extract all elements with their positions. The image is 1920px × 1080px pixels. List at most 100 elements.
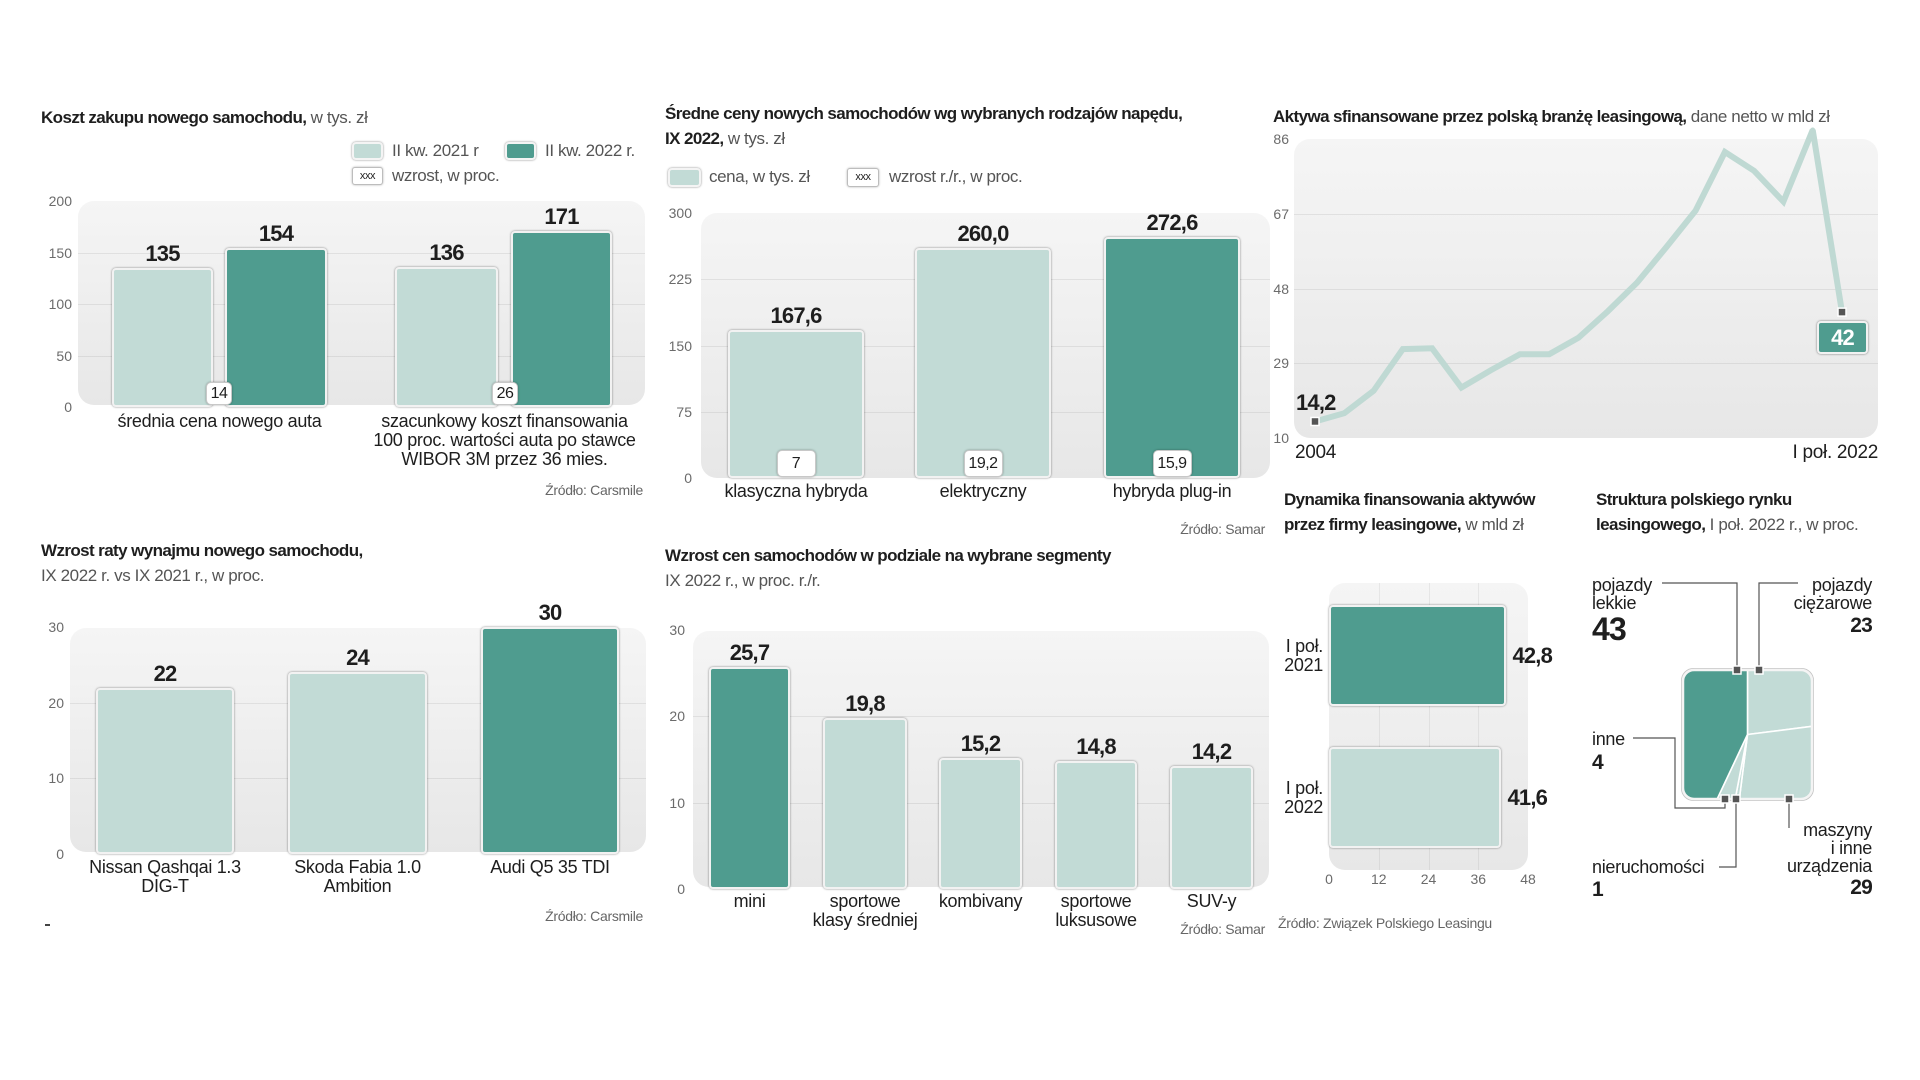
pie-border — [1681, 668, 1814, 801]
bar-value-label: 136 — [429, 239, 464, 265]
x-tick-label: 2004 — [1295, 442, 1337, 463]
legend-swatch-2021 — [352, 142, 383, 160]
y-tick-label: 0 — [64, 399, 72, 415]
category-label-line: 100 proc. wartości auta po stawce — [373, 430, 636, 450]
category-label-line: średnia cena nowego auta — [117, 411, 322, 431]
category-label: średnia cena nowego auta — [60, 412, 380, 431]
bar — [1329, 605, 1507, 706]
chart-title-bold: leasingowego, — [1596, 515, 1706, 534]
growth-badge: 19,2 — [963, 450, 1003, 477]
x-tick-label: 0 — [1325, 871, 1333, 887]
y-tick-label: 30 — [48, 619, 64, 635]
category-label: I poł. 2022 — [1223, 777, 1324, 817]
y-tick-label: 225 — [668, 271, 692, 288]
bar — [939, 757, 1022, 889]
chart-title-line2: leasingowego, I poł. 2022 r., w proc. — [1596, 514, 1859, 536]
y-tick-label: 67 — [1273, 205, 1289, 222]
segment-label-line: ciężarowe — [1793, 593, 1873, 613]
chart-title-line1: Średne ceny nowych samochodów wg wybrany… — [665, 104, 1183, 123]
bar — [1055, 761, 1137, 889]
bar-value-label: 22 — [153, 660, 178, 686]
gridline — [1294, 363, 1878, 364]
gridline — [78, 356, 645, 357]
segment-label-line: urządzenia — [1786, 856, 1872, 876]
data-point — [1517, 351, 1523, 357]
bar-value-label: 24 — [346, 645, 370, 671]
segment-value: 29 — [1850, 876, 1873, 899]
bar — [112, 267, 213, 407]
y-tick-label: 86 — [1273, 131, 1289, 147]
gridline — [1294, 289, 1878, 290]
gridline — [78, 304, 645, 305]
bar-value-label: 171 — [544, 203, 579, 229]
data-point — [1634, 280, 1640, 286]
category-label-line: kombivany — [938, 891, 1023, 911]
segment-label: inne — [1592, 730, 1625, 748]
point-marker — [1837, 307, 1847, 317]
segment-label: nieruchomości — [1592, 858, 1704, 876]
pie-slice — [1746, 670, 1812, 736]
legend-swatch-2022 — [505, 142, 536, 160]
growth-badge: 15,9 — [1152, 450, 1192, 477]
data-point — [1341, 410, 1347, 416]
category-label-line: sportowe — [829, 891, 901, 911]
legend-growth-sample: xxx — [847, 168, 879, 187]
chart-subtitle: IX 2022 r., w proc. r./r. — [665, 571, 821, 590]
y-tick-label: 30 — [669, 622, 685, 638]
category-label-line: WIBOR 3M przez 36 mies. — [401, 449, 608, 469]
category-label: Nissan Qashqai 1.3 DIG-T — [5, 858, 325, 896]
bar — [1104, 237, 1240, 478]
bar — [225, 248, 327, 407]
legend-growth-sample: xxx — [352, 167, 383, 185]
category-label-line: Audi Q5 35 TDI — [490, 857, 610, 877]
y-tick-label: 0 — [677, 881, 685, 897]
category-label-line: SUV-y — [1186, 891, 1237, 911]
category-label: Audi Q5 35 TDI — [390, 858, 710, 877]
segment-label-line: pojazdy — [1592, 575, 1652, 595]
category-label: mini — [590, 892, 910, 911]
segment-marker — [1720, 794, 1730, 804]
chart-title-line2: przez firmy leasingowe, w mld zł — [1284, 514, 1524, 536]
bar-value-label: 30 — [538, 600, 563, 625]
legend-label-2021: II kw. 2021 r — [392, 141, 479, 160]
segment-marker — [1784, 794, 1794, 804]
category-label-line: szacunkowy koszt finansowania — [381, 411, 628, 431]
category-label: SUV-y — [1052, 892, 1372, 911]
gridline — [1429, 583, 1430, 870]
category-label-line: I poł. — [1285, 777, 1324, 798]
legend-growth-label: wzrost, w proc. — [392, 166, 500, 185]
category-label: Skoda Fabia 1.0 Ambition — [198, 858, 518, 896]
legend-label-2022: II kw. 2022 r. — [545, 141, 635, 160]
bar-value-label: 41,6 — [1507, 784, 1548, 810]
y-tick-label: 200 — [48, 193, 72, 209]
segment-label: maszyny i inne urządzenia — [1722, 821, 1872, 875]
chart-title-bold: przez firmy leasingowe, — [1284, 515, 1462, 534]
chart-title-unit: w mld zł — [1461, 515, 1524, 534]
segment-value: 23 — [1850, 614, 1873, 637]
bar-value-label: 167,6 — [770, 302, 822, 328]
segment-value: 1 — [1592, 878, 1604, 901]
category-label-line: luksusowe — [1055, 910, 1137, 930]
chart-source: Źródło: Carsmile — [545, 482, 643, 498]
y-tick-label: 48 — [1273, 280, 1289, 297]
bar — [481, 627, 619, 854]
category-label: I poł. 2021 — [1223, 636, 1323, 675]
segment-value: 43 — [1592, 611, 1627, 647]
y-tick-label: 75 — [676, 403, 692, 420]
chart-title-unit: w tys. zł — [723, 129, 785, 148]
leader-line — [1662, 582, 1738, 666]
segment-marker — [1754, 665, 1764, 675]
data-point — [1780, 199, 1786, 205]
pie-slices — [1683, 670, 1812, 799]
segment-label-line: nieruchomości — [1592, 857, 1705, 877]
bar — [1170, 766, 1253, 889]
data-point — [1546, 351, 1552, 357]
bar-value-label: 15,2 — [960, 730, 1001, 756]
bar-value-label: 42,8 — [1512, 642, 1553, 668]
chart-title-bold: Koszt zakupu nowego samochodu, — [41, 108, 307, 127]
